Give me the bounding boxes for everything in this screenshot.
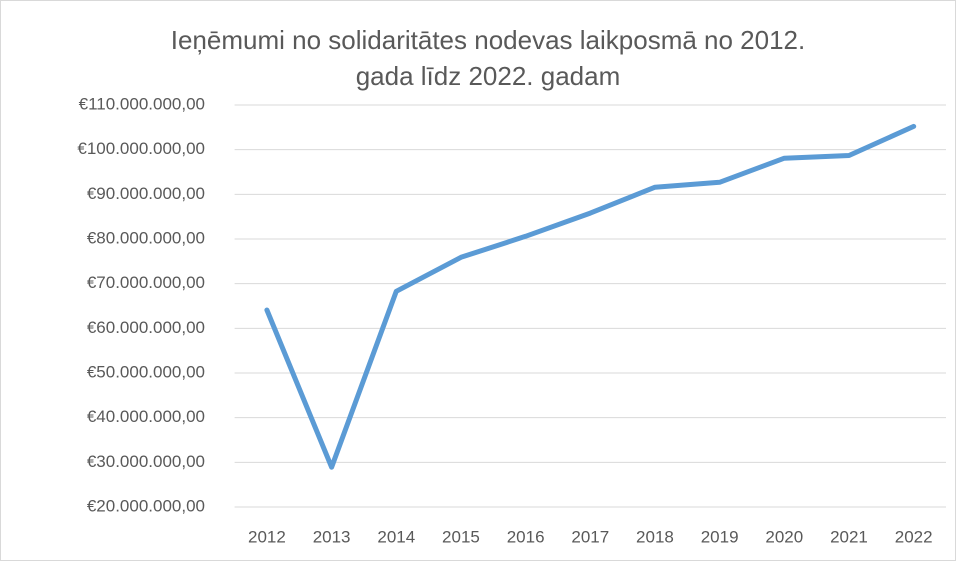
x-tick-label: 2017 [571, 527, 609, 546]
x-tick-label: 2015 [442, 527, 480, 546]
y-tick-label: €100.000.000,00 [77, 139, 205, 158]
y-tick-label: €80.000.000,00 [87, 228, 205, 247]
x-tick-label: 2022 [895, 527, 933, 546]
y-tick-label: €60.000.000,00 [87, 318, 205, 337]
x-tick-label: 2013 [313, 527, 351, 546]
x-tick-label: 2012 [248, 527, 286, 546]
x-tick-label: 2019 [701, 527, 739, 546]
x-tick-label: 2016 [507, 527, 545, 546]
data-line [264, 123, 917, 470]
y-tick-label: €50.000.000,00 [87, 362, 205, 381]
y-tick-label: €70.000.000,00 [87, 273, 205, 292]
x-tick-label: 2014 [377, 527, 415, 546]
y-tick-label: €90.000.000,00 [87, 184, 205, 203]
chart-title: Ieņēmumi no solidaritātes nodevas laikpo… [170, 25, 806, 91]
x-tick-label: 2021 [830, 527, 868, 546]
y-tick-label: €40.000.000,00 [87, 407, 205, 426]
y-tick-label: €20.000.000,00 [87, 496, 205, 515]
x-tick-label: 2018 [636, 527, 674, 546]
x-tick-label: 2020 [765, 527, 803, 546]
y-tick-label: €30.000.000,00 [87, 452, 205, 471]
y-tick-label: €110.000.000,00 [79, 94, 205, 113]
